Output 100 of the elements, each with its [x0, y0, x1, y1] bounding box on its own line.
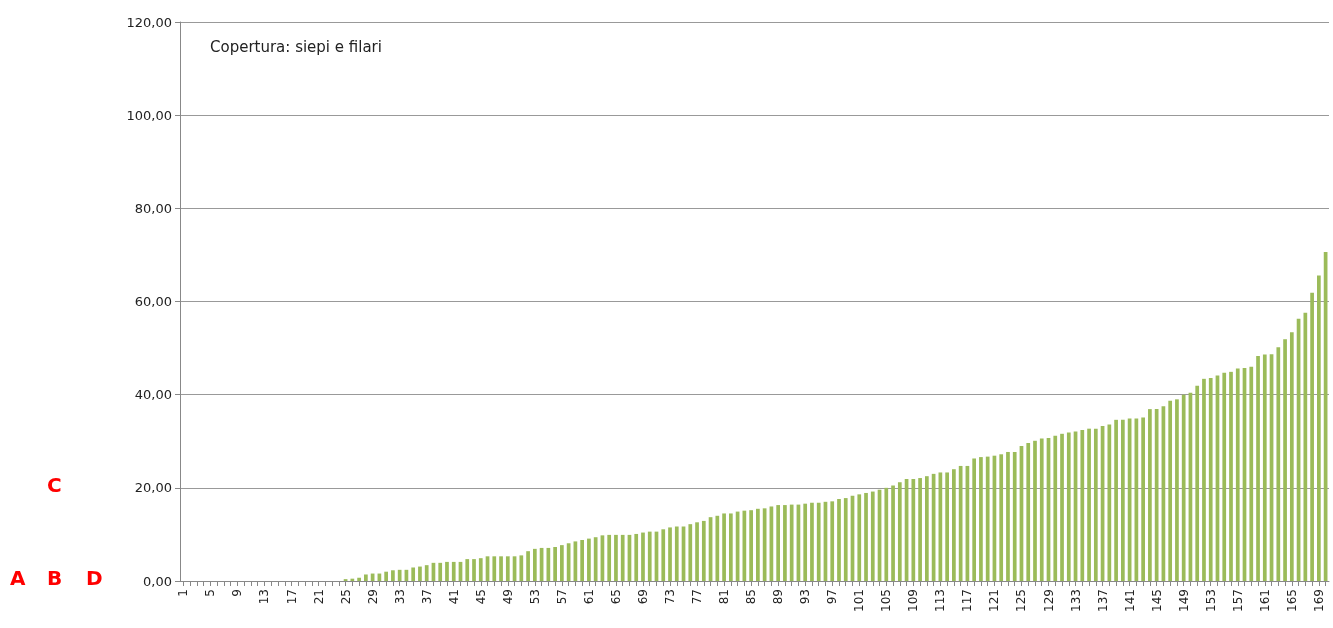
- bar: [701, 520, 706, 581]
- x-tick-label: 65: [608, 589, 623, 605]
- bar: [783, 505, 787, 581]
- bar: [1175, 399, 1179, 581]
- bar: [546, 547, 551, 581]
- x-tick-label: 29: [365, 589, 380, 605]
- bar: [1303, 312, 1308, 581]
- bar: [1093, 428, 1098, 581]
- bar: [1039, 438, 1044, 581]
- bar: [1053, 435, 1058, 581]
- bar: [810, 502, 814, 581]
- bar: [884, 487, 889, 581]
- bar: [647, 531, 652, 581]
- x-tick-label: 21: [311, 589, 326, 605]
- x-tick-label: 125: [1014, 589, 1029, 612]
- bar: [607, 534, 612, 581]
- bar: [1283, 339, 1287, 581]
- bar: [620, 534, 625, 581]
- bar: [519, 555, 524, 581]
- bar: [1256, 356, 1260, 581]
- x-tick-label: 97: [825, 589, 840, 605]
- x-tick-label: 165: [1284, 589, 1299, 612]
- y-tick-label: 80,00: [134, 200, 172, 216]
- bar: [674, 526, 679, 581]
- bar: [472, 559, 476, 581]
- bar: [418, 566, 422, 581]
- bar: [1006, 451, 1010, 581]
- bar: [864, 492, 868, 581]
- x-tick-label: 41: [446, 589, 461, 605]
- x-tick-label: 33: [392, 589, 407, 605]
- bar: [857, 494, 862, 581]
- bar: [715, 515, 720, 581]
- y-tick-label: 120,00: [126, 14, 172, 30]
- bar: [722, 513, 726, 581]
- bar: [1154, 409, 1159, 581]
- bar: [803, 503, 808, 581]
- bar: [424, 565, 429, 581]
- bar: [897, 482, 902, 581]
- bar: [1060, 433, 1064, 581]
- text: B: [47, 566, 63, 590]
- bar: [1026, 443, 1031, 581]
- x-tick-label: 37: [419, 589, 434, 605]
- bar: [438, 562, 443, 581]
- bar: [1229, 371, 1233, 581]
- x-tick-label: 49: [500, 589, 515, 605]
- bar: [1249, 366, 1254, 581]
- text: Copertura: siepi e filari: [210, 37, 382, 56]
- bar: [1202, 378, 1206, 581]
- bar: [560, 545, 564, 581]
- bar: [1168, 400, 1173, 581]
- x-tick-label: 25: [338, 589, 353, 605]
- x-tick-label: 161: [1257, 589, 1272, 612]
- bar: [776, 505, 781, 581]
- bar: [384, 571, 388, 581]
- bar: [756, 508, 760, 581]
- bar: [478, 558, 483, 581]
- bar: [1195, 385, 1200, 581]
- bar: [580, 540, 585, 581]
- y-tick-label: 100,00: [126, 107, 172, 123]
- bar: [958, 465, 963, 581]
- x-tick-label: 69: [635, 589, 650, 605]
- bar: [499, 556, 503, 581]
- x-tick-label: 61: [581, 589, 596, 605]
- bar: [1289, 332, 1294, 581]
- bar: [749, 510, 753, 581]
- bar: [837, 499, 841, 581]
- bar: [1222, 372, 1227, 581]
- bar: [357, 577, 361, 581]
- bar: [924, 476, 929, 581]
- bar: [816, 502, 821, 581]
- bar: [1033, 440, 1037, 581]
- bar: [451, 561, 456, 581]
- x-tick-label: 45: [473, 589, 488, 605]
- x-tick-label: 129: [1041, 589, 1056, 612]
- x-tick-label: 157: [1230, 589, 1245, 612]
- bar: [789, 504, 794, 581]
- bar: [587, 538, 591, 581]
- x-tick-label: 81: [717, 589, 732, 605]
- bar: [465, 559, 470, 581]
- bar: [668, 527, 672, 581]
- x-tick-label: 13: [257, 589, 272, 605]
- x-tick-label: 53: [527, 589, 542, 605]
- x-tick-label: 57: [554, 589, 569, 605]
- x-tick-label: 85: [744, 589, 759, 605]
- bar: [532, 548, 537, 581]
- bar: [1066, 432, 1071, 581]
- bar: [918, 478, 922, 581]
- bar: [979, 457, 983, 581]
- bar: [1208, 377, 1213, 581]
- bar: [843, 498, 848, 581]
- y-tick-label: 20,00: [134, 480, 172, 496]
- x-tick-label: 93: [798, 589, 813, 605]
- bar: [614, 534, 618, 581]
- x-tick-label: 121: [987, 589, 1002, 612]
- bar: [641, 532, 645, 581]
- bar: [553, 546, 557, 581]
- x-tick-label: 1: [176, 589, 191, 597]
- x-tick-label: 169: [1311, 589, 1326, 612]
- bar: [1310, 292, 1314, 581]
- bar: [1276, 347, 1281, 581]
